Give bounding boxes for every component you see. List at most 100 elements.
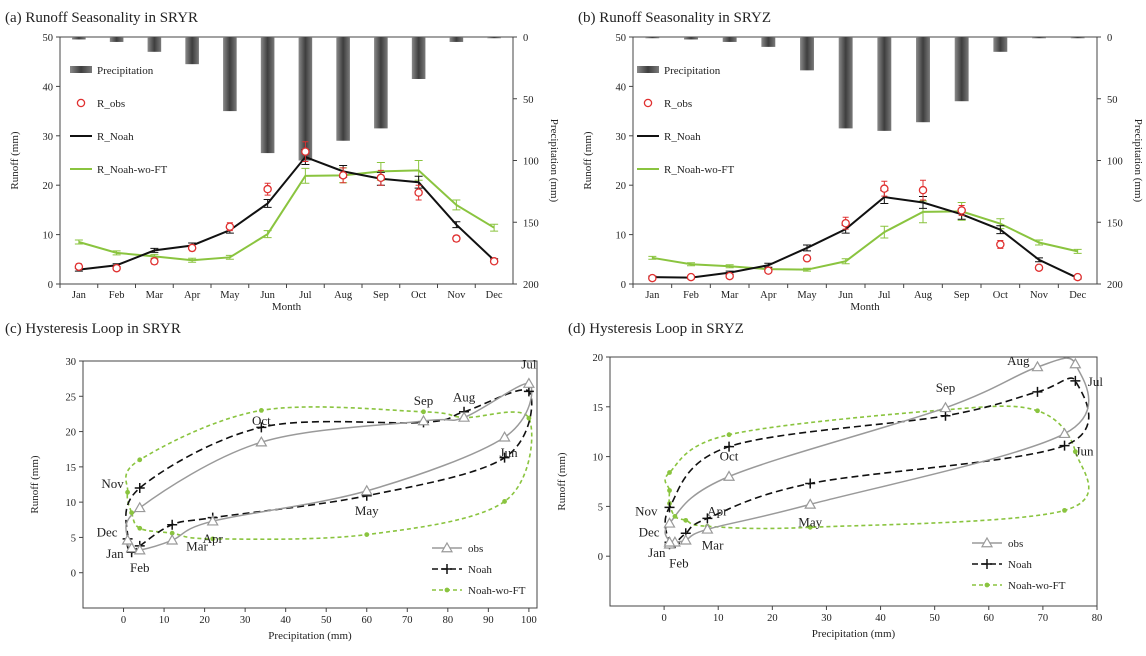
legend-r-noah-label: R_Noah [664, 131, 701, 143]
x-tick-label: 10 [713, 613, 724, 624]
x-tick-label: 20 [767, 613, 778, 624]
precipitation-bar-may [223, 37, 237, 112]
precipitation-bar-jan [72, 37, 86, 40]
precipitation-bar-may [800, 37, 814, 71]
x-tick-label: Feb [683, 290, 699, 301]
noah-point-oct [256, 422, 267, 433]
x-tick-label: 0 [661, 613, 666, 624]
precipitation-bar-aug [336, 37, 350, 141]
y-tick-label: 15 [66, 463, 77, 474]
y-axis-label: Runoff (mm) [9, 131, 21, 189]
obs-point-jul [1069, 357, 1082, 369]
obs-point-jul [522, 377, 535, 388]
month-label-sep: Sep [414, 393, 434, 408]
month-label-sep: Sep [936, 380, 956, 395]
y-tick-label: 0 [48, 280, 53, 291]
obs-point-apr [206, 514, 219, 526]
noah-loop [664, 377, 1090, 548]
legend-noah-wo-ft-marker [444, 587, 450, 593]
month-label-aug: Aug [1007, 353, 1030, 368]
x-axis-label: Precipitation (mm) [812, 628, 896, 640]
x-axis-label: Month [850, 301, 880, 313]
x-tick-label: Nov [1030, 290, 1049, 301]
r-obs-point-oct [996, 240, 1005, 249]
y2-tick-label: 200 [523, 280, 539, 291]
precipitation-bar-apr [185, 37, 199, 65]
x-tick-label: 0 [121, 615, 126, 626]
obs-point-mar [166, 534, 179, 545]
seasonality-panel-b: (b) Runoff Seasonality in SRYZ 0 10 20 30 40 5… [578, 10, 1144, 313]
x-tick-label: 90 [483, 615, 494, 626]
month-label-feb: Feb [669, 555, 689, 570]
r-noah-wo-ft-errorbar [841, 258, 850, 265]
r-noah-errorbar [996, 225, 1005, 235]
noah-wo-ft-point-jun [502, 499, 507, 504]
x-tick-label: Oct [411, 290, 426, 301]
month-label-oct: Oct [252, 413, 271, 428]
month-label-oct: Oct [720, 449, 739, 464]
x-tick-label: 50 [929, 613, 940, 624]
y-tick-label: 10 [616, 231, 627, 242]
y-tick-label: 0 [621, 280, 626, 291]
noah-wo-ft-point-sep [421, 409, 426, 415]
r-obs-point-apr [187, 243, 197, 253]
noah-wo-ft-point-dec [667, 488, 672, 493]
precipitation-bar-dec [1070, 37, 1085, 39]
y-tick-label: 10 [43, 231, 54, 242]
r-noah-wo-ft-errorbar [301, 167, 310, 184]
legend-precipitation-swatch [637, 66, 659, 73]
y-tick-label: 10 [66, 498, 77, 509]
x-tick-label: 60 [362, 615, 373, 626]
obs-point-feb [133, 543, 146, 555]
x-tick-label: 40 [875, 613, 886, 624]
precipitation-bar-feb [109, 37, 124, 42]
y-tick-label: 50 [616, 33, 627, 44]
legend-obs-label: obs [1008, 538, 1023, 550]
obs-point-sep [417, 414, 430, 426]
noah-point-apr [702, 513, 713, 524]
month-label-jan: Jan [648, 545, 666, 560]
y-tick-label: 40 [616, 82, 627, 93]
month-label-jun: Jun [500, 445, 519, 460]
x-tick-label: Sep [954, 290, 970, 301]
month-label-jul: Jul [1088, 374, 1104, 389]
r-obs-point-dec [1073, 272, 1082, 282]
precipitation-bar-dec [487, 37, 501, 39]
y-tick-label: 30 [616, 132, 627, 143]
y2-tick-label: 150 [523, 218, 539, 229]
precipitation-bar-feb [684, 37, 698, 40]
noah-point-nov [664, 502, 675, 513]
y2-tick-label: 100 [523, 157, 539, 168]
noah-point-aug [1032, 386, 1043, 397]
seasonality-panel-a: (a) Runoff Seasonality in SRYR 0 10 20 30 40 5… [5, 10, 560, 313]
legend-noah-marker [442, 564, 452, 574]
month-label-jun: Jun [1076, 444, 1095, 459]
precipitation-bar-oct [411, 37, 426, 79]
noah-wo-ft-point-jan [129, 510, 135, 516]
noah-wo-ft-loop [125, 406, 533, 541]
y-tick-label: 20 [43, 181, 54, 192]
r-noah-wo-ft-errorbar [687, 262, 695, 267]
obs-point-jun [498, 431, 511, 442]
legend-r-obs-label: R_obs [664, 98, 692, 110]
month-label-jul: Jul [521, 357, 537, 372]
y-tick-label: 30 [66, 357, 77, 368]
x-tick-label: 30 [240, 615, 251, 626]
x-tick-label: Jan [645, 290, 660, 301]
panel-title: (b) Runoff Seasonality in SRYZ [578, 10, 771, 26]
x-tick-label: 100 [521, 615, 537, 626]
panel-title: (a) Runoff Seasonality in SRYR [5, 10, 198, 26]
y2-tick-label: 0 [523, 33, 528, 44]
legend-noah-wo-ft-marker [984, 582, 990, 588]
y-axis-label: Runoff (mm) [29, 455, 41, 513]
r-obs-point-feb [112, 263, 121, 273]
r-obs-point-apr [764, 266, 773, 275]
r-obs-point-may [225, 222, 235, 231]
month-label-dec: Dec [97, 524, 118, 539]
y-tick-label: 10 [593, 453, 604, 464]
r-noah-wo-ft-errorbar [648, 255, 657, 260]
precipitation-bar-jun [838, 37, 853, 129]
r-noah-wo-ft-line [78, 169, 495, 262]
y2-tick-label: 150 [1107, 218, 1123, 229]
y-tick-label: 20 [66, 428, 77, 439]
